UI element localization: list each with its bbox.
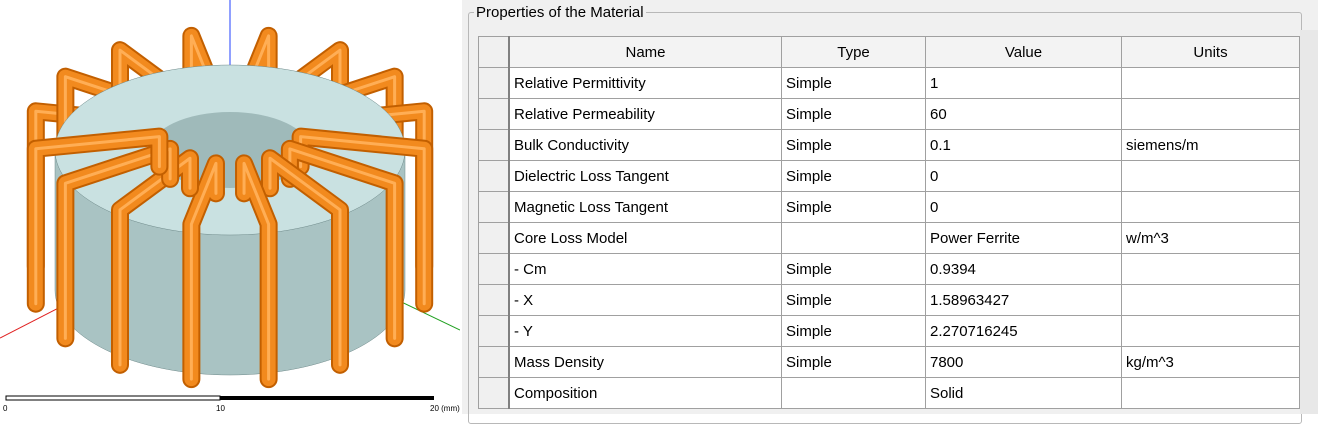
winding: [268, 156, 342, 367]
row-selector[interactable]: [478, 315, 510, 347]
cell-type[interactable]: Simple: [781, 315, 926, 347]
cell-name[interactable]: - X: [508, 284, 782, 316]
cell-value[interactable]: 1: [925, 67, 1122, 99]
scale-label: 10: [216, 404, 225, 413]
cell-value[interactable]: 7800: [925, 346, 1122, 378]
table-row[interactable]: Magnetic Loss Tangent Simple 0: [478, 191, 1300, 223]
cell-name[interactable]: Relative Permeability: [508, 98, 782, 130]
cell-name[interactable]: Bulk Conductivity: [508, 129, 782, 161]
table-row[interactable]: Dielectric Loss Tangent Simple 0: [478, 160, 1300, 192]
cell-type[interactable]: Simple: [781, 98, 926, 130]
corner-cell: [478, 36, 510, 68]
cell-value[interactable]: 1.58963427: [925, 284, 1122, 316]
cell-value[interactable]: 0.1: [925, 129, 1122, 161]
cell-units[interactable]: kg/m^3: [1121, 346, 1300, 378]
cell-units[interactable]: [1121, 284, 1300, 316]
table-row[interactable]: Core Loss Model Power Ferrite w/m^3: [478, 222, 1300, 254]
cell-units[interactable]: [1121, 315, 1300, 347]
cell-value[interactable]: Solid: [925, 377, 1122, 409]
model-viewport: 0 10 20 (mm): [0, 0, 460, 413]
cell-units[interactable]: w/m^3: [1121, 222, 1300, 254]
winding: [242, 161, 271, 381]
cell-units[interactable]: [1121, 67, 1300, 99]
cell-value[interactable]: Power Ferrite: [925, 222, 1122, 254]
cell-units[interactable]: [1121, 253, 1300, 285]
row-selector[interactable]: [478, 191, 510, 223]
cell-type[interactable]: Simple: [781, 346, 926, 378]
cell-name[interactable]: Core Loss Model: [508, 222, 782, 254]
cell-value[interactable]: 0.9394: [925, 253, 1122, 285]
scale-bar-white: [5, 395, 221, 401]
table-row[interactable]: Relative Permittivity Simple 1: [478, 67, 1300, 99]
row-selector[interactable]: [478, 284, 510, 316]
row-selector[interactable]: [478, 222, 510, 254]
cell-value[interactable]: 0: [925, 191, 1122, 223]
header-row: Name Type Value Units: [478, 36, 1300, 68]
cell-name[interactable]: Mass Density: [508, 346, 782, 378]
cell-name[interactable]: - Cm: [508, 253, 782, 285]
winding: [63, 147, 172, 340]
column-header[interactable]: Units: [1121, 36, 1300, 68]
cell-value[interactable]: 2.270716245: [925, 315, 1122, 347]
row-selector[interactable]: [478, 346, 510, 378]
winding: [34, 135, 161, 306]
cell-units[interactable]: [1121, 160, 1300, 192]
row-selector[interactable]: [478, 98, 510, 130]
scrollbar[interactable]: [1300, 30, 1318, 414]
table-row[interactable]: Relative Permeability Simple 60: [478, 98, 1300, 130]
cell-name[interactable]: Magnetic Loss Tangent: [508, 191, 782, 223]
table-row[interactable]: - X Simple 1.58963427: [478, 284, 1300, 316]
column-header[interactable]: Type: [781, 36, 926, 68]
row-selector[interactable]: [478, 253, 510, 285]
cell-units[interactable]: [1121, 191, 1300, 223]
cell-type[interactable]: [781, 377, 926, 409]
front-windings: [26, 127, 434, 389]
cell-type[interactable]: Simple: [781, 253, 926, 285]
winding: [118, 156, 192, 367]
table-row[interactable]: - Cm Simple 0.9394: [478, 253, 1300, 285]
table-row[interactable]: Bulk Conductivity Simple 0.1 siemens/m: [478, 129, 1300, 161]
cell-name[interactable]: Relative Permittivity: [508, 67, 782, 99]
table-row[interactable]: Composition Solid: [478, 377, 1300, 409]
cell-units[interactable]: [1121, 98, 1300, 130]
group-title: Properties of the Material: [474, 4, 646, 21]
scale-label: 0: [3, 404, 8, 413]
properties-panel: Properties of the Material Name Type Value…: [462, 0, 1318, 424]
cell-type[interactable]: Simple: [781, 160, 926, 192]
column-header[interactable]: Name: [508, 36, 782, 68]
cell-name[interactable]: - Y: [508, 315, 782, 347]
properties-table: Name Type Value Units Relative Permittivity…: [478, 36, 1300, 409]
table-row[interactable]: Mass Density Simple 7800 kg/m^3: [478, 346, 1300, 378]
cell-units[interactable]: siemens/m: [1121, 129, 1300, 161]
cell-type[interactable]: Simple: [781, 284, 926, 316]
row-selector[interactable]: [478, 160, 510, 192]
cell-name[interactable]: Dielectric Loss Tangent: [508, 160, 782, 192]
cell-value[interactable]: 0: [925, 160, 1122, 192]
scale-bar-black: [220, 396, 434, 400]
cell-type[interactable]: [781, 222, 926, 254]
cell-type[interactable]: Simple: [781, 67, 926, 99]
cell-type[interactable]: Simple: [781, 129, 926, 161]
cell-units[interactable]: [1121, 377, 1300, 409]
row-selector[interactable]: [478, 377, 510, 409]
row-selector[interactable]: [478, 67, 510, 99]
cell-value[interactable]: 60: [925, 98, 1122, 130]
cell-type[interactable]: Simple: [781, 191, 926, 223]
row-selector[interactable]: [478, 129, 510, 161]
winding: [189, 161, 218, 381]
table-row[interactable]: - Y Simple 2.270716245: [478, 315, 1300, 347]
cell-name[interactable]: Composition: [508, 377, 782, 409]
column-header[interactable]: Value: [925, 36, 1122, 68]
scale-label: 20 (mm): [430, 404, 460, 413]
